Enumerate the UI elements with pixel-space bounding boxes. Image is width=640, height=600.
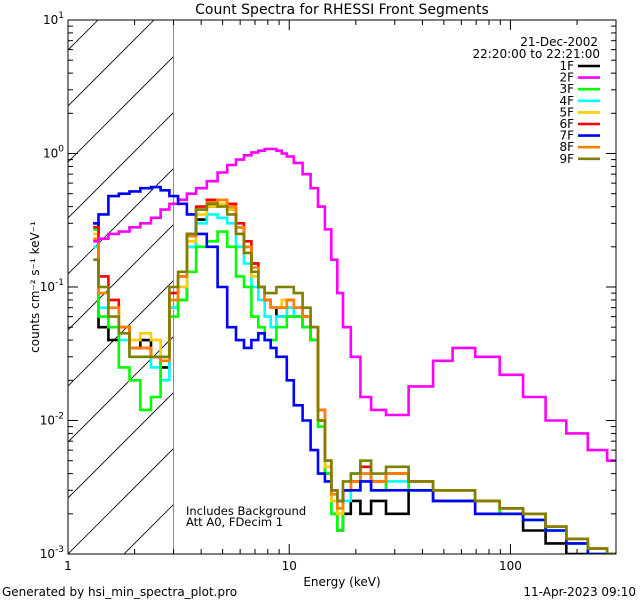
hatch-line — [68, 223, 174, 331]
y-tick-label: 100 — [43, 145, 64, 161]
legend-label-6F: 6F — [559, 117, 574, 131]
hatch-line — [68, 391, 174, 499]
x-tick-label: 100 — [499, 559, 522, 573]
legend: 21-Dec-2002 22:20:00 to 22:21:00 1F2F3F4… — [473, 35, 600, 166]
y-tick-label: 10-3 — [40, 545, 64, 561]
series-9F — [93, 202, 616, 554]
y-tick-label: 10-1 — [40, 278, 64, 294]
legend-label-4F: 4F — [559, 94, 574, 108]
legend-label-8F: 8F — [559, 140, 574, 154]
legend-label-5F: 5F — [559, 105, 574, 119]
hatch-line — [68, 447, 174, 554]
y-axis-label: counts cm⁻² s⁻¹ keV⁻¹ — [28, 221, 42, 353]
y-tick-label: 10-2 — [40, 412, 64, 428]
hatch-line — [68, 55, 174, 163]
series-2F — [93, 147, 616, 462]
attenuator-hatch-region — [68, 20, 174, 554]
footer-date: 11-Apr-2023 09:10 — [523, 585, 636, 599]
chart-title: Count Spectra for RHESSI Front Segments — [195, 2, 489, 18]
x-axis-label: Energy (keV) — [303, 575, 380, 589]
x-tick-label: 1 — [64, 559, 72, 573]
series-7F — [93, 185, 616, 554]
legend-label-7F: 7F — [559, 129, 574, 143]
legend-label-1F: 1F — [559, 59, 574, 73]
hatch-line — [68, 20, 155, 107]
annotation-background: Includes Background — [186, 504, 306, 518]
legend-label-3F: 3F — [559, 82, 574, 96]
x-tick-label: 10 — [282, 559, 297, 573]
legend-time-range: 22:20:00 to 22:21:00 — [473, 47, 600, 61]
legend-label-2F: 2F — [559, 71, 574, 85]
y-tick-label: 101 — [43, 11, 64, 27]
legend-label-9F: 9F — [559, 152, 574, 166]
annotation-attenuator: Att A0, FDecim 1 — [186, 515, 283, 529]
footer-generated-by: Generated by hsi_min_spectra_plot.pro — [2, 585, 237, 599]
legend-date: 21-Dec-2002 — [520, 35, 598, 49]
